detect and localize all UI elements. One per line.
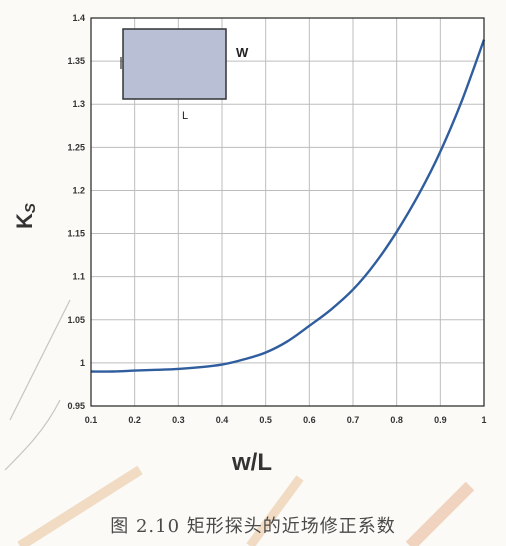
x-tick-label: 0.6 — [303, 415, 316, 425]
y-tick-label: 1.4 — [72, 13, 85, 23]
y-tick-labels: 0.95 1 1.05 1.1 1.15 1.2 1.25 1.3 1.35 1.4 — [67, 13, 85, 411]
x-tick-label: 0.8 — [390, 415, 403, 425]
y-tick-label: 1.2 — [72, 185, 85, 195]
x-tick-label: 0.3 — [172, 415, 185, 425]
series-group — [90, 39, 486, 373]
x-tick-label: 0.2 — [128, 415, 141, 425]
probe-rectangle — [122, 28, 227, 100]
y-tick-label: 1.25 — [67, 142, 85, 152]
inset-length-label: L — [182, 110, 188, 122]
y-axis-label: KS — [12, 203, 39, 229]
y-tick-label: 1.1 — [72, 272, 85, 282]
plot-frame — [90, 17, 485, 407]
near-field-correction-chart: 0.95 1 1.05 1.1 1.15 1.2 1.25 1.3 1.35 1.4 0.1 0.2… — [12, 13, 487, 476]
x-tick-label: 0.5 — [259, 415, 272, 425]
y-axis-label-sub: S — [22, 203, 39, 213]
x-tick-label: 0.1 — [85, 415, 98, 425]
inset-width-label: W — [236, 45, 249, 60]
x-axis-label: w/L — [231, 449, 272, 476]
y-axis-label-main: K — [12, 213, 37, 229]
y-tick-label: 1.05 — [67, 315, 85, 325]
x-tick-labels: 0.1 0.2 0.3 0.4 0.5 0.6 0.7 0.8 0.9 1 — [85, 415, 487, 425]
y-tick-label: 1.35 — [67, 56, 85, 66]
x-tick-label: 1 — [481, 415, 486, 425]
y-tick-label: 1.3 — [72, 99, 85, 109]
x-tick-label: 0.7 — [347, 415, 360, 425]
y-tick-label: 1.15 — [67, 229, 85, 239]
y-tick-label: 1 — [80, 358, 85, 368]
figure-caption: 图 2.10 矩形探头的近场修正系数 — [110, 516, 396, 537]
y-tick-label: 0.95 — [67, 401, 85, 411]
x-tick-label: 0.4 — [216, 415, 229, 425]
x-tick-label: 0.9 — [434, 415, 447, 425]
probe-inset: W L — [120, 28, 249, 122]
series-line — [90, 39, 486, 373]
svg-text:KS: KS — [12, 203, 39, 229]
